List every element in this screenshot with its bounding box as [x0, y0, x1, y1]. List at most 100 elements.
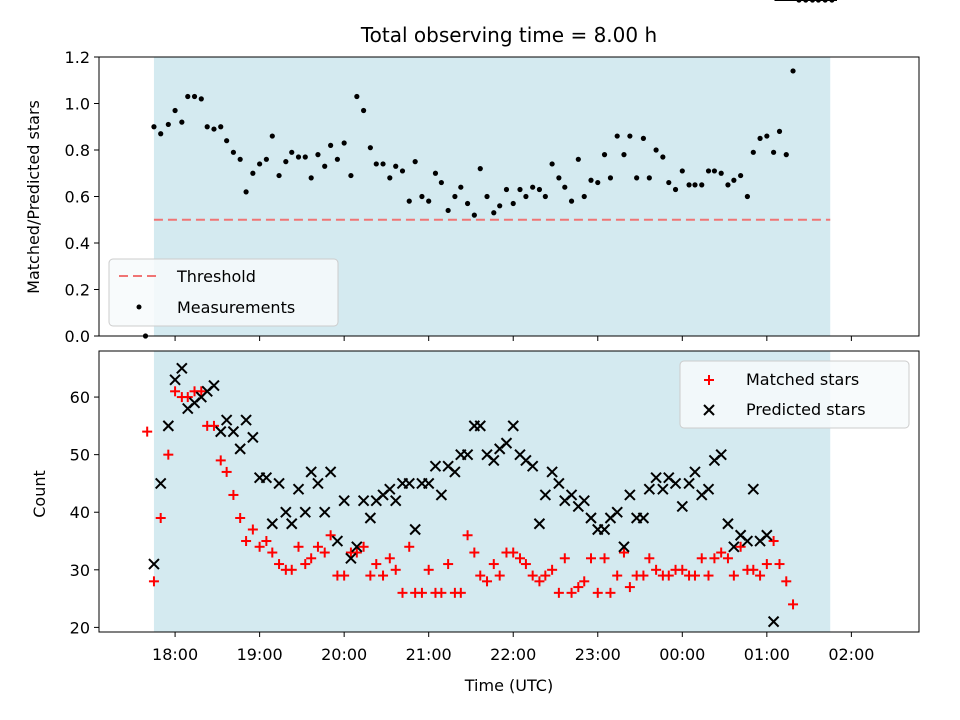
measurement-point [445, 207, 451, 214]
measurement-point [672, 186, 679, 193]
matched-star-point [586, 553, 596, 564]
bottom-y-tick-label: 40 [70, 503, 90, 522]
x-axis-label: Time (UTC) [464, 676, 553, 695]
matched-star-point [592, 587, 603, 598]
measurement-point [367, 145, 373, 151]
legend-measurements-label: Measurements [177, 298, 295, 317]
legend-predicted-label: Predicted stars [746, 400, 866, 419]
matched-star-point [312, 541, 323, 552]
predicted-star-point [643, 483, 656, 495]
predicted-star-point [247, 431, 259, 444]
measurement-point [764, 133, 770, 139]
measurement-point [289, 149, 295, 155]
matched-stars-series [142, 0, 837, 610]
predicted-star-point [553, 477, 565, 490]
matched-star-point [514, 553, 525, 564]
bottom-panel: 20 30 40 50 60 18:00 19:00 20:00 21:00 22:00 23:0… [30, 0, 920, 695]
measurement-point [575, 156, 581, 162]
measurement-point [158, 131, 164, 137]
measurement-point [393, 163, 399, 169]
top-y-tick-label: 0.2 [65, 281, 90, 300]
measurement-point [646, 175, 652, 181]
matched-star-point [774, 559, 785, 570]
matched-star-point [378, 570, 389, 581]
matched-star-point [488, 559, 499, 570]
matched-star-point [768, 536, 779, 547]
matched-star-point [559, 553, 570, 564]
measurement-point [588, 177, 594, 183]
measurement-point [640, 135, 647, 141]
matched-star-point [235, 512, 246, 523]
measurement-point [692, 182, 698, 188]
predicted-star-point [449, 466, 461, 478]
predicted-star-point [488, 454, 500, 467]
measurement-point [348, 172, 354, 179]
legend-matched-label: Matched stars [746, 370, 859, 389]
measurement-point [165, 121, 171, 128]
measurement-point [334, 156, 340, 162]
measurement-point [151, 124, 157, 130]
predicted-star-point [155, 477, 167, 490]
predicted-star-point [364, 512, 377, 524]
top-panel: 0.0 0.2 0.4 0.6 0.8 1.0 1.2 Matched/Predicted … [24, 0, 920, 346]
matched-star-point [423, 564, 434, 575]
matched-star-point [703, 570, 714, 581]
predicted-star-point [215, 425, 227, 438]
measurement-point [614, 133, 620, 139]
x-tick-label: 23:00 [575, 645, 621, 664]
bottom-y-axis-label: Count [30, 470, 49, 518]
measurement-point [412, 159, 418, 165]
measurement-point [269, 133, 275, 139]
matched-star-point [390, 564, 401, 575]
predicted-star-point [741, 535, 754, 547]
bottom-axes-frame [98, 350, 920, 633]
measurement-point [497, 203, 503, 209]
predicted-star-point [331, 535, 344, 547]
legend-predicted-swatch [703, 404, 715, 416]
measurement-point [711, 168, 718, 174]
matched-star-point [534, 576, 545, 587]
measurement-point [607, 175, 614, 181]
matched-star-point [494, 570, 505, 581]
measurement-point [556, 175, 562, 181]
matched-star-point [397, 587, 408, 598]
matched-star-point [142, 426, 153, 437]
top-y-tick-label: 0.0 [65, 327, 90, 346]
predicted-star-point [650, 471, 662, 484]
predicted-star-point [546, 466, 558, 478]
predicted-star-point [585, 512, 597, 524]
predicted-star-point [403, 477, 415, 490]
top-y-tick-label: 0.8 [65, 141, 90, 160]
measurement-point [776, 128, 783, 134]
measurement-point [484, 193, 490, 200]
x-tick-label: 01:00 [744, 645, 790, 664]
measurement-point [250, 170, 256, 176]
matched-star-point [163, 449, 174, 460]
predicted-star-point [461, 448, 474, 461]
measurement-point [783, 152, 789, 158]
matched-star-point [547, 564, 558, 575]
matched-star-point [689, 570, 700, 581]
matched-star-point [761, 559, 772, 570]
measurement-point [276, 172, 282, 179]
measurement-point [530, 184, 536, 190]
measurement-point [360, 107, 367, 114]
matched-star-point [624, 582, 635, 593]
measurement-point [731, 177, 737, 183]
measurement-point [354, 93, 360, 100]
matched-star-point [553, 587, 564, 598]
matched-star-point [469, 547, 480, 558]
measurement-point [438, 179, 444, 186]
measurement-point [198, 96, 204, 102]
predicted-star-point [618, 541, 630, 553]
matched-star-point [716, 547, 727, 558]
predicted-star-point [715, 448, 727, 461]
matched-star-point [618, 547, 629, 558]
measurement-point [302, 154, 308, 160]
bottom-x-axis: 18:00 19:00 20:00 21:00 22:00 23:00 00:00 01:00… [152, 632, 874, 664]
measurement-point [621, 152, 627, 158]
top-legend: Threshold Measurements [108, 258, 339, 327]
x-tick-label: 02:00 [828, 645, 874, 664]
measurement-point [627, 133, 633, 139]
matched-star-point [520, 559, 531, 570]
